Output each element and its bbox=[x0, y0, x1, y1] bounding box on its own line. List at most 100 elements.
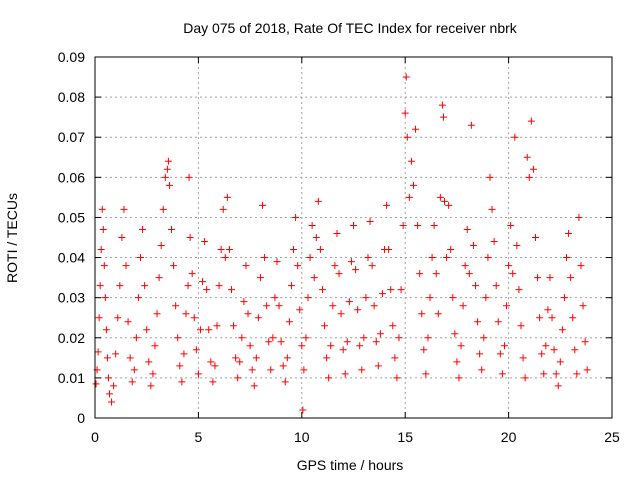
data-point bbox=[164, 157, 172, 165]
data-point bbox=[469, 242, 477, 250]
data-point bbox=[151, 342, 159, 350]
data-point bbox=[163, 165, 171, 173]
data-point bbox=[531, 234, 539, 241]
data-point bbox=[250, 382, 258, 390]
data-point bbox=[579, 302, 587, 310]
data-point bbox=[182, 310, 190, 318]
x-tick-label: 25 bbox=[604, 429, 620, 445]
data-point bbox=[283, 354, 291, 362]
data-point bbox=[108, 398, 116, 406]
data-point bbox=[92, 380, 100, 388]
data-point bbox=[507, 221, 515, 229]
data-point bbox=[509, 270, 517, 278]
data-point bbox=[490, 238, 498, 246]
data-point bbox=[102, 326, 110, 334]
data-point bbox=[542, 342, 550, 350]
y-tick-label: 0.04 bbox=[58, 250, 85, 266]
data-point bbox=[399, 221, 407, 229]
data-point bbox=[104, 374, 112, 382]
x-tick-label: 15 bbox=[397, 429, 413, 445]
y-tick-label: 0.01 bbox=[58, 370, 85, 386]
data-point bbox=[449, 294, 457, 302]
data-point bbox=[403, 133, 411, 141]
data-point bbox=[385, 246, 393, 254]
data-point bbox=[569, 314, 577, 322]
data-point bbox=[141, 282, 149, 290]
data-point bbox=[467, 121, 475, 129]
data-point bbox=[199, 278, 207, 286]
y-tick-label: 0.08 bbox=[58, 89, 85, 105]
data-point bbox=[513, 242, 521, 250]
data-point bbox=[256, 274, 264, 282]
data-point bbox=[98, 205, 106, 213]
data-point bbox=[285, 318, 293, 326]
data-point bbox=[259, 201, 267, 209]
data-point bbox=[383, 201, 391, 209]
data-point bbox=[215, 282, 223, 290]
data-point bbox=[416, 270, 424, 278]
data-point bbox=[261, 254, 269, 262]
data-point bbox=[205, 326, 213, 334]
data-point bbox=[275, 302, 283, 310]
data-point bbox=[207, 358, 215, 366]
x-axis-label: GPS time / hours bbox=[297, 457, 404, 473]
data-point bbox=[122, 262, 130, 270]
data-point bbox=[103, 354, 111, 362]
data-point bbox=[316, 246, 324, 254]
x-tick-label: 20 bbox=[501, 429, 517, 445]
data-point bbox=[438, 101, 446, 109]
data-point bbox=[496, 350, 504, 358]
data-point bbox=[432, 270, 440, 278]
data-point bbox=[560, 294, 568, 302]
data-point bbox=[521, 374, 529, 382]
data-point bbox=[185, 173, 193, 181]
data-point bbox=[240, 298, 248, 306]
data-point bbox=[571, 346, 579, 354]
data-point bbox=[352, 266, 360, 274]
data-point bbox=[165, 181, 173, 189]
data-point bbox=[461, 262, 469, 270]
data-point bbox=[341, 370, 349, 378]
data-point bbox=[223, 193, 231, 201]
data-point bbox=[581, 338, 589, 346]
data-point bbox=[273, 258, 281, 266]
data-point bbox=[335, 270, 343, 278]
data-point bbox=[292, 213, 300, 221]
data-points bbox=[92, 73, 591, 414]
data-point bbox=[577, 262, 585, 270]
data-point bbox=[211, 362, 219, 370]
data-point bbox=[412, 125, 420, 133]
data-point bbox=[161, 173, 169, 181]
data-point bbox=[180, 350, 188, 358]
data-point bbox=[486, 173, 494, 181]
data-point bbox=[356, 342, 364, 350]
data-point bbox=[350, 221, 357, 229]
data-point bbox=[281, 378, 289, 386]
data-point bbox=[296, 306, 304, 314]
data-point bbox=[304, 294, 312, 302]
data-point bbox=[426, 294, 434, 302]
data-point bbox=[136, 254, 144, 262]
data-point bbox=[440, 197, 448, 205]
data-point bbox=[105, 390, 113, 398]
data-point bbox=[395, 334, 403, 342]
data-point bbox=[565, 229, 573, 237]
data-point bbox=[407, 157, 415, 165]
data-point bbox=[124, 318, 132, 326]
data-point bbox=[263, 302, 271, 310]
data-point bbox=[196, 326, 204, 334]
data-point bbox=[188, 270, 196, 278]
data-point bbox=[194, 370, 202, 378]
data-point bbox=[583, 366, 591, 374]
y-axis-label: ROTI / TECUs bbox=[4, 193, 20, 283]
data-point bbox=[114, 314, 122, 322]
data-point bbox=[325, 374, 333, 382]
data-point bbox=[333, 229, 341, 237]
data-point bbox=[126, 354, 134, 362]
data-point bbox=[314, 197, 322, 205]
data-point bbox=[389, 322, 397, 330]
data-point bbox=[290, 246, 298, 254]
data-point bbox=[279, 362, 287, 370]
data-point bbox=[484, 254, 492, 262]
data-point bbox=[465, 270, 473, 278]
